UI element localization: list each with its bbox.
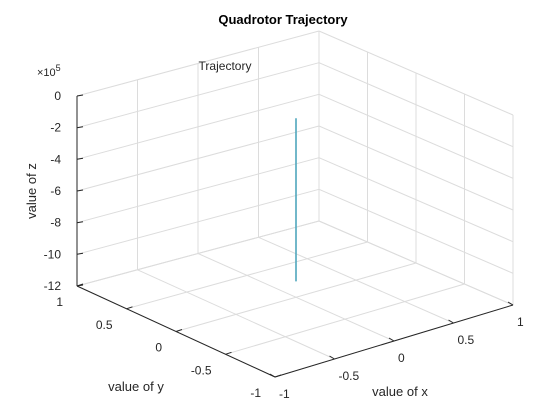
x-tick-mark xyxy=(507,301,514,306)
z-tick-mark xyxy=(76,189,84,192)
z-tick-label: -2 xyxy=(50,121,61,135)
z-tick-label: -12 xyxy=(44,279,62,293)
z-tick-label: -10 xyxy=(44,247,62,261)
z-axis-exponent: ×105 xyxy=(37,63,61,79)
y-tick-label: 0.5 xyxy=(96,318,113,332)
x-tick-label: 0 xyxy=(398,351,405,365)
x-tick-mark xyxy=(329,355,335,360)
grid-line-wall-y-z xyxy=(76,188,320,255)
y-tick-label: 0 xyxy=(155,341,162,355)
y-tick-mark xyxy=(225,351,232,355)
x-tick-mark xyxy=(388,337,395,342)
grid-line-floor-y xyxy=(225,283,465,355)
grid-line-wall-x-z xyxy=(318,188,514,274)
z-tick-label: 0 xyxy=(54,89,61,103)
grid-line-wall-x-z xyxy=(318,125,514,211)
grid-line-floor-y xyxy=(175,262,417,332)
z-tick-label: -6 xyxy=(50,184,61,198)
y-tick-label: 1 xyxy=(56,295,63,309)
z-tick-label: -8 xyxy=(50,216,61,230)
z-tick-mark xyxy=(76,126,84,129)
x-tick-mark xyxy=(448,319,454,324)
chart-title: Quadrotor Trajectory xyxy=(218,12,348,27)
z-axis-label: value of z xyxy=(24,163,39,219)
x-tick-label: 0.5 xyxy=(458,333,475,347)
z-tick-mark xyxy=(76,94,84,97)
axis-box xyxy=(76,94,514,378)
x-tick-label: 1 xyxy=(517,315,524,329)
grid-line-wall-x-z xyxy=(318,220,514,306)
x-tick-label: -1 xyxy=(279,387,290,401)
y-tick-mark xyxy=(274,374,282,378)
z-tick-label: -4 xyxy=(50,152,61,166)
z-tick-mark xyxy=(76,157,84,160)
grid-line-wall-x-z xyxy=(318,157,514,243)
grid-line-wall-y-z xyxy=(76,93,320,160)
grid-line-wall-y-z xyxy=(76,125,320,192)
grid-line-wall-x-z xyxy=(318,62,514,148)
legend-entry-trajectory: Trajectory xyxy=(199,59,252,73)
grid-line-wall-y-z xyxy=(76,62,320,129)
y-tick-mark xyxy=(76,283,84,287)
y-tick-label: -1 xyxy=(250,386,261,400)
x-tick-mark xyxy=(269,373,276,378)
z-axis-exponent-power: 5 xyxy=(56,63,61,73)
grid-line-wall-y-z xyxy=(76,157,320,224)
grid-line-wall-x-z xyxy=(318,30,514,116)
y-tick-mark xyxy=(175,329,183,332)
tick-labels: 0 -2 -4 -6 -8 -10 -12 -1 -0.5 0 0.5 1 -1 -0.5 0 0.5 1 xyxy=(44,89,524,401)
y-tick-label: -0.5 xyxy=(191,363,212,377)
y-axis-label: value of y xyxy=(108,379,164,394)
grid-line-wall-y-z xyxy=(76,220,320,287)
grid-line-wall-x-z xyxy=(318,93,514,179)
z-tick-mark xyxy=(76,252,84,255)
grid-line-wall-y-z xyxy=(76,30,320,97)
z-tick-mark xyxy=(76,221,84,224)
x-tick-label: -0.5 xyxy=(339,369,360,383)
y-tick-mark xyxy=(126,306,133,310)
x-axis-label: value of x xyxy=(372,384,428,399)
grid-line-floor-y xyxy=(126,241,368,310)
z-axis-exponent-base: ×10 xyxy=(37,67,56,79)
